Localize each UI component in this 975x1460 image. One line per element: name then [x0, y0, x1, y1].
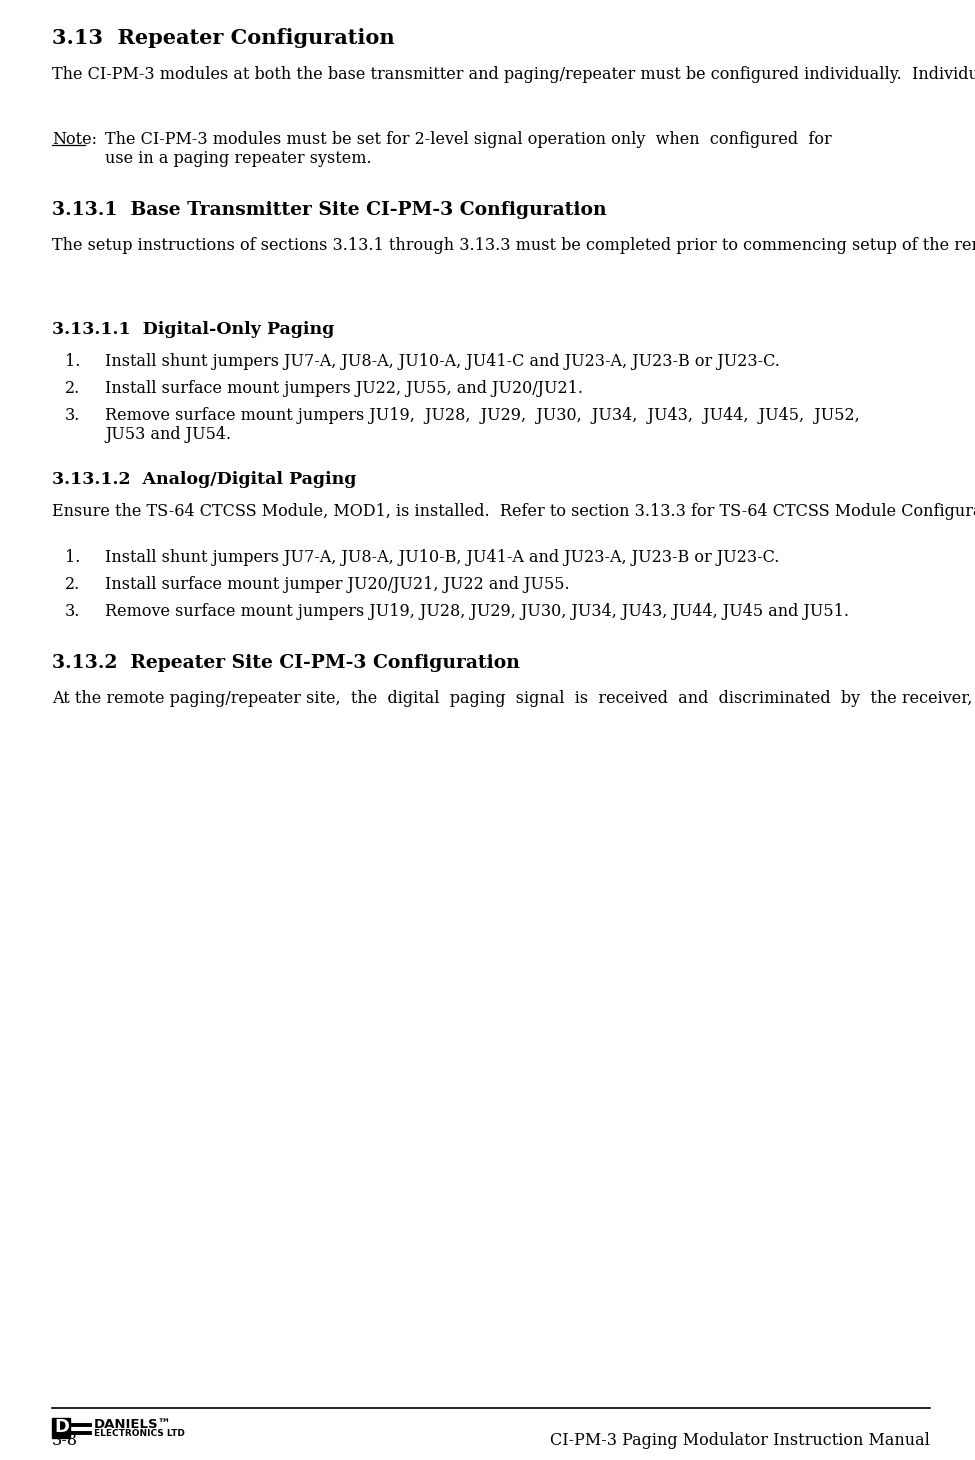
- Text: 2.: 2.: [65, 577, 80, 593]
- Text: 3-8: 3-8: [52, 1432, 78, 1448]
- Text: Install surface mount jumper JU20/JU21, JU22 and JU55.: Install surface mount jumper JU20/JU21, …: [105, 577, 569, 593]
- Text: D: D: [54, 1418, 69, 1437]
- Text: At the remote paging/repeater site,  the  digital  paging  signal  is  received : At the remote paging/repeater site, the …: [52, 691, 975, 707]
- Text: Ensure the TS-64 CTCSS Module, MOD1, is installed.  Refer to section 3.13.3 for : Ensure the TS-64 CTCSS Module, MOD1, is …: [52, 504, 975, 520]
- Text: 3.: 3.: [65, 603, 80, 620]
- Text: 3.: 3.: [65, 407, 80, 423]
- Text: Install shunt jumpers JU7-A, JU8-A, JU10-B, JU41-A and JU23-A, JU23-B or JU23-C.: Install shunt jumpers JU7-A, JU8-A, JU10…: [105, 549, 779, 566]
- Text: Remove surface mount jumpers JU19, JU28, JU29, JU30, JU34, JU43, JU44, JU45 and : Remove surface mount jumpers JU19, JU28,…: [105, 603, 849, 620]
- Text: use in a paging repeater system.: use in a paging repeater system.: [105, 150, 371, 166]
- Text: Remove surface mount jumpers JU19,  JU28,  JU29,  JU30,  JU34,  JU43,  JU44,  JU: Remove surface mount jumpers JU19, JU28,…: [105, 407, 860, 423]
- Text: DANIELS™: DANIELS™: [94, 1418, 172, 1431]
- Text: 2.: 2.: [65, 380, 80, 397]
- Text: 1.: 1.: [65, 353, 80, 369]
- Text: 1.: 1.: [65, 549, 80, 566]
- Text: Note:: Note:: [52, 131, 97, 147]
- Text: The CI-PM-3 modules at both the base transmitter and paging/repeater must be con: The CI-PM-3 modules at both the base tra…: [52, 66, 975, 83]
- Text: JU53 and JU54.: JU53 and JU54.: [105, 426, 231, 442]
- Text: The CI-PM-3 modules must be set for 2-level signal operation only  when  configu: The CI-PM-3 modules must be set for 2-le…: [105, 131, 832, 147]
- Text: ELECTRONICS LTD: ELECTRONICS LTD: [94, 1429, 185, 1438]
- Text: Install shunt jumpers JU7-A, JU8-A, JU10-A, JU41-C and JU23-A, JU23-B or JU23-C.: Install shunt jumpers JU7-A, JU8-A, JU10…: [105, 353, 780, 369]
- Text: 3.13  Repeater Configuration: 3.13 Repeater Configuration: [52, 28, 395, 48]
- Text: Install surface mount jumpers JU22, JU55, and JU20/JU21.: Install surface mount jumpers JU22, JU55…: [105, 380, 583, 397]
- Text: The setup instructions of sections 3.13.1 through 3.13.3 must be completed prior: The setup instructions of sections 3.13.…: [52, 237, 975, 254]
- FancyBboxPatch shape: [52, 1418, 70, 1438]
- Text: 3.13.1.2  Analog/Digital Paging: 3.13.1.2 Analog/Digital Paging: [52, 472, 357, 488]
- Text: 3.13.2  Repeater Site CI-PM-3 Configuration: 3.13.2 Repeater Site CI-PM-3 Configurati…: [52, 654, 520, 672]
- Text: CI-PM-3 Paging Modulator Instruction Manual: CI-PM-3 Paging Modulator Instruction Man…: [550, 1432, 930, 1448]
- Text: 3.13.1.1  Digital-Only Paging: 3.13.1.1 Digital-Only Paging: [52, 321, 334, 339]
- Text: 3.13.1  Base Transmitter Site CI-PM-3 Configuration: 3.13.1 Base Transmitter Site CI-PM-3 Con…: [52, 201, 606, 219]
